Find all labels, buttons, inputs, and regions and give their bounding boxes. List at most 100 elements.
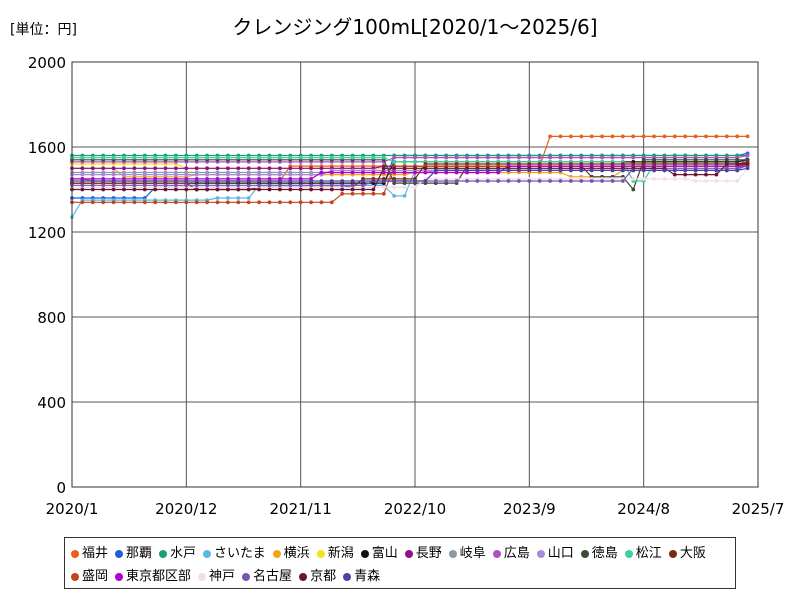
data-point — [267, 179, 272, 183]
gridlines — [72, 61, 758, 488]
data-point — [132, 166, 137, 171]
data-point — [184, 172, 189, 177]
legend-label: 東京都区部 — [126, 569, 192, 584]
data-point — [392, 179, 397, 183]
data-point — [392, 170, 397, 175]
data-point — [101, 166, 106, 171]
data-point — [672, 134, 677, 139]
data-point — [724, 162, 729, 166]
data-point — [288, 166, 293, 171]
data-point — [257, 179, 261, 183]
data-point — [652, 134, 656, 139]
data-point — [298, 200, 303, 205]
data-point — [652, 168, 656, 173]
data-point — [537, 179, 542, 183]
data-point — [402, 155, 407, 160]
data-point — [558, 168, 563, 173]
data-point — [683, 157, 688, 162]
data-point — [693, 157, 698, 162]
data-point — [194, 155, 199, 160]
legend-label: 大阪 — [679, 546, 706, 561]
data-point — [90, 200, 95, 205]
data-point — [142, 187, 147, 192]
data-point — [132, 183, 137, 188]
data-point — [745, 153, 750, 158]
legend-marker-icon — [624, 549, 633, 558]
data-point — [246, 179, 251, 183]
data-point — [340, 191, 345, 196]
data-point — [704, 179, 708, 183]
series-横浜 — [70, 160, 750, 179]
data-point — [309, 179, 313, 183]
data-point — [194, 183, 199, 188]
data-point — [101, 179, 106, 183]
data-point — [236, 172, 241, 177]
data-point — [724, 168, 729, 173]
data-point — [423, 166, 428, 171]
data-point — [361, 191, 365, 196]
data-point — [402, 166, 407, 171]
data-point — [548, 168, 552, 173]
x-tick-label: 2021/11 — [270, 500, 332, 518]
data-point — [402, 170, 407, 175]
data-point — [329, 170, 334, 175]
data-point — [246, 155, 251, 160]
data-point — [174, 166, 178, 171]
data-point — [714, 179, 719, 183]
data-point — [361, 155, 365, 160]
data-point — [724, 157, 729, 162]
data-point — [257, 172, 261, 177]
data-point — [600, 134, 604, 139]
data-point — [548, 134, 552, 139]
data-point — [309, 183, 313, 188]
data-point — [745, 166, 750, 171]
data-point — [350, 191, 355, 196]
data-point — [80, 155, 85, 160]
data-point — [392, 160, 397, 164]
legend-marker-icon — [115, 549, 124, 558]
data-point — [485, 168, 490, 173]
data-point — [101, 155, 106, 160]
data-point — [122, 172, 126, 177]
data-point — [402, 160, 407, 164]
data-point — [371, 191, 376, 196]
data-point — [184, 200, 189, 205]
data-point — [465, 179, 469, 183]
data-point — [226, 166, 230, 171]
data-point — [205, 166, 210, 171]
data-point — [413, 160, 417, 164]
data-point — [621, 168, 625, 173]
data-point — [735, 168, 740, 173]
data-point — [309, 200, 313, 205]
data-point — [329, 183, 334, 188]
data-point — [465, 155, 469, 160]
legend-item: 徳島 — [580, 542, 618, 565]
data-point — [662, 134, 667, 139]
data-point — [381, 191, 386, 196]
data-point — [184, 155, 189, 160]
legend-marker-icon — [203, 549, 212, 558]
data-point — [631, 177, 636, 181]
data-point — [101, 183, 106, 188]
data-point — [381, 185, 386, 190]
data-point — [205, 200, 210, 205]
legend-label: 徳島 — [591, 546, 618, 561]
data-point — [517, 168, 521, 173]
data-point — [174, 179, 178, 183]
data-point — [205, 183, 210, 188]
data-point — [278, 183, 282, 188]
data-point — [454, 155, 459, 160]
legend-item: 新潟 — [316, 542, 354, 565]
data-point — [392, 166, 397, 171]
legend-label: 富山 — [371, 546, 398, 561]
data-point — [579, 155, 584, 160]
chart-title: クレンジング100mL[2020/1～2025/6] — [232, 15, 597, 39]
data-point — [371, 155, 376, 160]
data-point — [444, 155, 449, 160]
data-point — [90, 187, 95, 192]
data-point — [205, 172, 210, 177]
data-point — [174, 200, 178, 205]
data-point — [111, 183, 116, 188]
series-line — [72, 154, 748, 163]
legend-item: 水戸 — [159, 542, 196, 565]
